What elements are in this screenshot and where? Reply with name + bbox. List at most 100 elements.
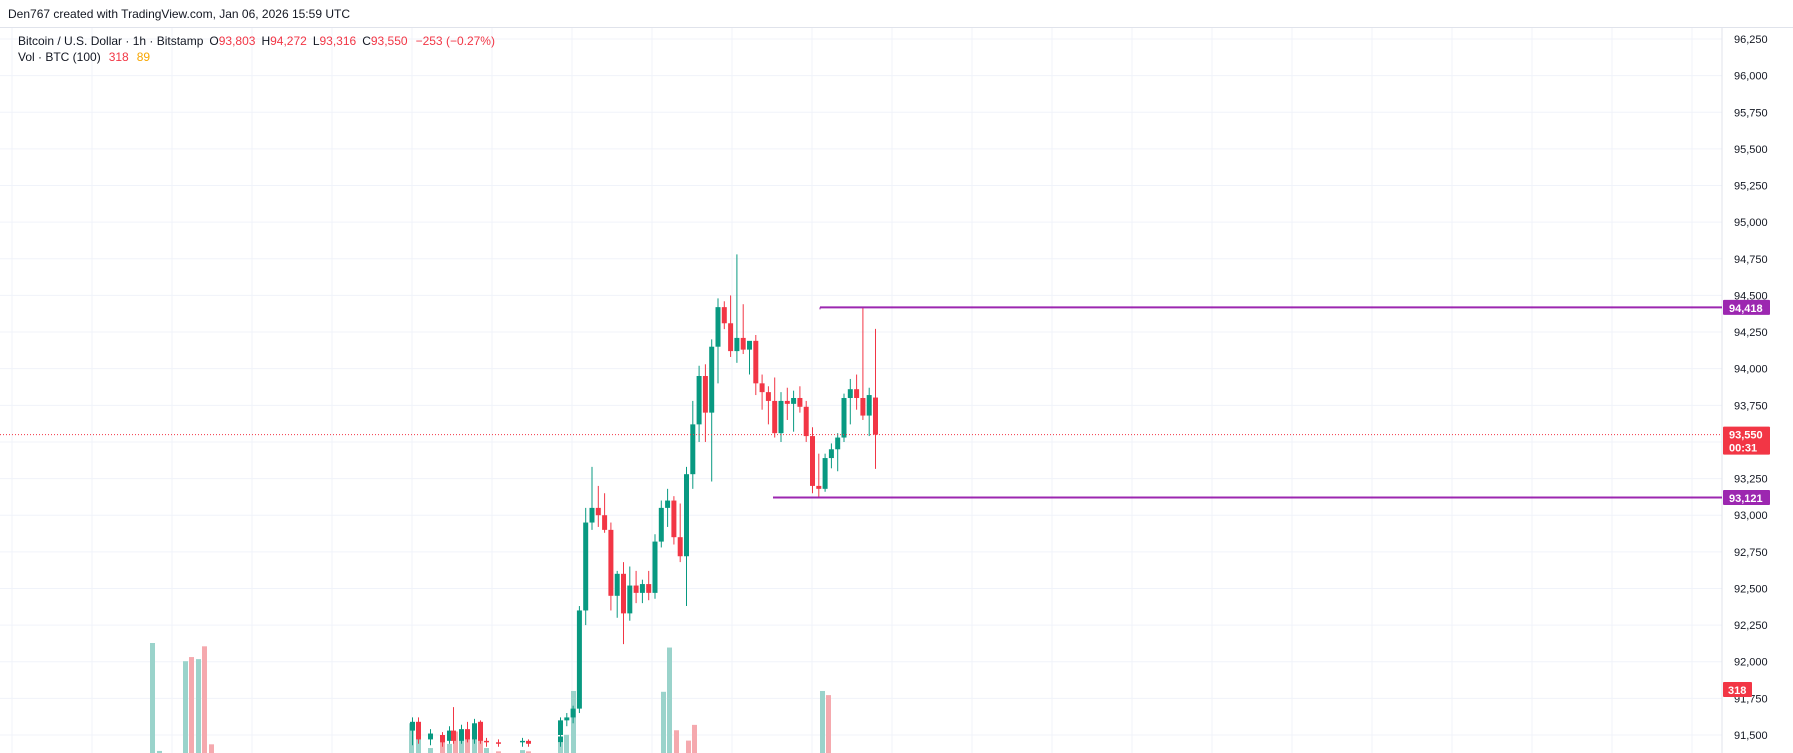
candle-body <box>677 537 683 557</box>
candle-body <box>841 397 847 438</box>
candle-body <box>747 340 752 350</box>
candle-body <box>860 397 866 416</box>
candle-body <box>558 736 563 743</box>
candle-body <box>602 515 608 530</box>
volume-bar <box>564 734 569 753</box>
y-tick-label: 93,000 <box>1734 510 1768 522</box>
candle-body <box>803 406 809 437</box>
candle-body <box>589 507 595 523</box>
candle-body <box>696 376 702 425</box>
candle-body <box>484 740 489 743</box>
candle-body <box>784 400 790 404</box>
candle-body <box>684 474 689 557</box>
candle-body <box>778 400 784 434</box>
candle-body <box>410 721 415 731</box>
volume-bar <box>189 657 194 753</box>
low-value: 93,316 <box>319 34 357 48</box>
candle-body <box>459 729 464 741</box>
y-tick-label: 96,250 <box>1734 34 1768 46</box>
volume-value: 318 <box>108 50 129 64</box>
y-tick-label: 95,500 <box>1734 144 1768 156</box>
high-label: H <box>261 34 271 48</box>
candle-body <box>526 740 531 744</box>
last-price-tag-text: 00:31 <box>1729 443 1757 455</box>
volume-bar <box>453 731 458 753</box>
resistance-price-tag-bg <box>1723 299 1770 315</box>
volume-bar <box>520 750 525 753</box>
support-price-tag-text: 93,121 <box>1729 493 1763 505</box>
candle-body <box>520 740 525 743</box>
candle-body <box>451 730 456 741</box>
y-tick-label: 92,750 <box>1734 547 1768 559</box>
candle-body <box>416 721 421 740</box>
volume-bar <box>416 736 421 753</box>
volume-bar <box>674 730 679 753</box>
candle-body <box>465 729 470 740</box>
volume-bar <box>440 741 445 753</box>
support-price-tag-bg <box>1723 489 1770 505</box>
low-label: L <box>312 34 320 48</box>
close-value: 93,550 <box>370 34 408 48</box>
last-volume-tag-text: 318 <box>1728 685 1746 697</box>
last-volume-tag-bg <box>1723 682 1752 697</box>
y-tick-label: 94,500 <box>1734 290 1768 302</box>
volume-bar <box>447 743 452 753</box>
last-price-tag-text: 93,550 <box>1729 430 1763 442</box>
candle-body <box>440 735 445 743</box>
candle-body <box>583 522 589 611</box>
candle-body <box>791 397 797 404</box>
candle-body <box>658 507 664 542</box>
candle-body <box>734 337 740 352</box>
symbol-name[interactable]: Bitcoin / U.S. Dollar · 1h · Bitstamp <box>18 34 204 48</box>
candle-body <box>866 395 872 416</box>
volume-label[interactable]: Vol · BTC (100) <box>18 50 101 64</box>
candle-body <box>709 346 715 413</box>
candle-body <box>478 721 483 741</box>
candle-body <box>665 500 671 508</box>
volume-ma-value: 89 <box>136 50 151 64</box>
volume-bar <box>465 735 470 753</box>
y-tick-label: 92,500 <box>1734 583 1768 595</box>
volume-bar <box>157 750 162 753</box>
candle-body <box>633 585 639 593</box>
y-tick-label: 91,500 <box>1734 730 1768 742</box>
price-chart[interactable]: 96,250 96,000 95,750 95,500 95,250 95,000 94,7… <box>0 28 1793 753</box>
y-tick-label: 95,750 <box>1734 107 1768 119</box>
candle-body <box>873 397 878 435</box>
candle-body <box>558 720 563 735</box>
volume-bar <box>496 751 501 753</box>
volume-bar <box>692 724 697 753</box>
open-label: O <box>209 34 219 48</box>
volume-bar <box>667 647 672 753</box>
y-tick-label: 95,000 <box>1734 217 1768 229</box>
y-tick-label: 94,750 <box>1734 254 1768 266</box>
candle-body <box>646 584 652 593</box>
volume-bar <box>558 742 563 753</box>
candle-body <box>614 573 620 596</box>
y-tick-label: 92,000 <box>1734 657 1768 669</box>
candle-body <box>671 500 677 538</box>
y-tick-label: 94,250 <box>1734 327 1768 339</box>
candle-body <box>728 323 734 352</box>
volume-bar <box>826 695 831 753</box>
candle-body <box>765 392 771 401</box>
candle-body <box>702 376 708 413</box>
candle-body <box>797 397 803 407</box>
candle-body <box>822 458 828 489</box>
volume-bar <box>196 659 201 753</box>
open-value: 93,803 <box>218 34 256 48</box>
candle-body <box>608 529 614 596</box>
volume-bar <box>183 661 188 753</box>
volume-bar <box>526 751 531 753</box>
volume-row: Vol · BTC (100) 318 89 <box>18 49 495 65</box>
volume-bar <box>484 748 489 753</box>
chart-area[interactable]: 96,250 96,000 95,750 95,500 95,250 95,000 94,7… <box>0 28 1793 753</box>
candle-body <box>835 437 841 450</box>
candle-body <box>496 742 501 744</box>
candle-body <box>828 449 834 459</box>
volume-bar <box>820 690 825 753</box>
y-tick-label: 92,250 <box>1734 620 1768 632</box>
y-tick-label: 94,000 <box>1734 364 1768 376</box>
